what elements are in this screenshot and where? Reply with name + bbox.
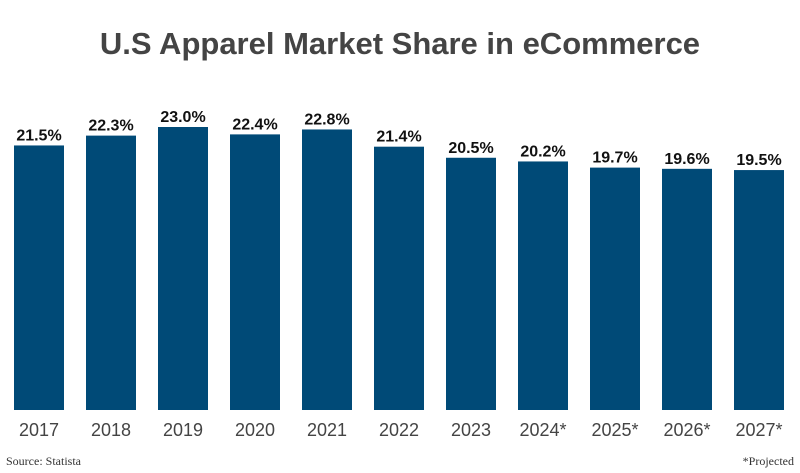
bar-2022: [374, 146, 424, 410]
x-tick-label: 2018: [91, 420, 131, 440]
bar-2019: [158, 127, 208, 410]
x-tick-label: 2027*: [735, 420, 782, 440]
bar-2025*: [590, 167, 640, 410]
chart-title: U.S Apparel Market Share in eCommerce: [99, 26, 701, 61]
x-tick-label: 2025*: [591, 420, 638, 440]
bar-2024*: [518, 161, 568, 410]
x-tick-label: 2017: [19, 420, 59, 440]
x-tick-label: 2019: [163, 420, 203, 440]
x-tick-label: 2021: [307, 420, 347, 440]
data-label: 21.5%: [16, 127, 61, 144]
data-label: 19.7%: [592, 150, 637, 167]
bar-2027*: [734, 170, 784, 410]
bar-chart: 21.5% 2017 22.3% 2018 23.0% 2019 22.4% 2020 22.8…: [14, 109, 784, 440]
bar-2021: [302, 129, 352, 410]
data-label: 19.6%: [664, 151, 709, 168]
bar-2026*: [662, 168, 712, 410]
data-label: 19.5%: [736, 152, 781, 169]
data-label: 22.4%: [232, 116, 277, 133]
data-label: 20.5%: [448, 140, 493, 157]
bar-2018: [86, 135, 136, 410]
x-tick-label: 2026*: [663, 420, 710, 440]
x-tick-label: 2024*: [519, 420, 566, 440]
bar-2017: [14, 145, 64, 410]
data-label: 20.2%: [520, 143, 565, 160]
bar-2023: [446, 157, 496, 410]
projected-note: *Projected: [742, 454, 794, 468]
source-note: Source: Statista: [6, 454, 81, 468]
x-tick-label: 2020: [235, 420, 275, 440]
data-label: 22.8%: [304, 111, 349, 128]
x-tick-label: 2022: [379, 420, 419, 440]
bar-2020: [230, 134, 280, 410]
data-label: 21.4%: [376, 129, 421, 146]
data-label: 23.0%: [160, 109, 205, 126]
data-label: 22.3%: [88, 118, 133, 135]
x-tick-label: 2023: [451, 420, 491, 440]
